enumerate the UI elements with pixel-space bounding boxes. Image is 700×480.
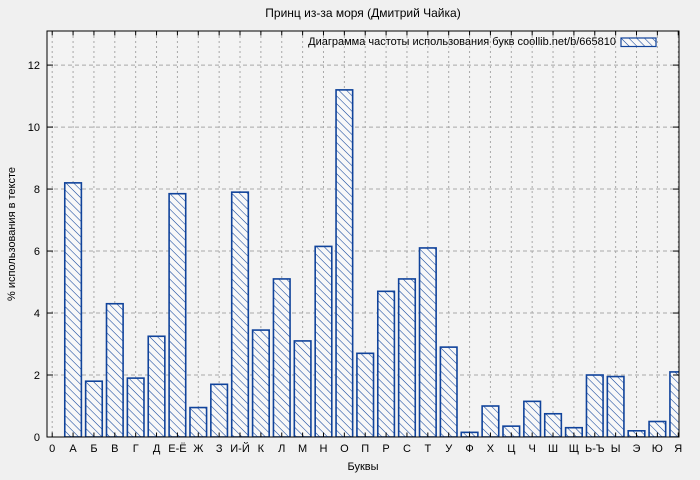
x-tick-label: Р (382, 443, 389, 455)
x-tick-label: Ч (528, 443, 535, 455)
chart-title: Принц из-за моря (Дмитрий Чайка) (265, 6, 460, 20)
x-tick-label: Г (133, 443, 139, 455)
bar-Н (314, 245, 333, 437)
x-tick-label: Э (633, 443, 641, 455)
legend-swatch-icon (620, 37, 657, 48)
x-tick-label: Л (278, 443, 285, 455)
bar-У (439, 346, 458, 437)
x-tick-label: Н (320, 443, 328, 455)
x-tick-label: Т (424, 443, 431, 455)
bar-Х (481, 405, 500, 437)
x-tick-label: Я (674, 443, 682, 455)
bar-Е-Ё (168, 192, 187, 437)
plot-border (46, 30, 680, 438)
y-tick-label: 2 (34, 370, 40, 382)
x-tick-label: П (361, 443, 369, 455)
bar-М (293, 340, 312, 437)
x-tick-label: Х (487, 443, 495, 455)
x-tick-label: И-Й (230, 442, 249, 455)
bar-Д (147, 335, 166, 437)
bar-Щ (564, 426, 583, 437)
y-tick-label: 6 (34, 246, 40, 258)
bar-П (356, 352, 375, 437)
legend-label: Диаграмма частоты использования букв coo… (308, 36, 616, 48)
x-tick-label: С (403, 443, 411, 455)
x-tick-label: Д (153, 443, 161, 455)
x-tick-label: Ь-Ъ (585, 443, 605, 455)
bar-О (335, 89, 354, 437)
x-tick-label: О (340, 443, 349, 455)
y-axis-label: % использования в тексте (6, 167, 18, 301)
bar-Ь-Ъ (585, 374, 604, 437)
x-tick-labels: 0 А Б В Г Д Е-Ё Ж З И-Й К Л М Н О П Р С Т У Ф Х Ц Ч Ш Щ Ь-Ъ Ы Э Ю Я (49, 442, 682, 455)
y-tick-labels: 0 2 4 6 8 10 12 (28, 60, 40, 444)
x-tick-label: Ю (652, 443, 663, 455)
y-tick-label: 4 (34, 308, 40, 320)
axis-ticks (47, 31, 679, 438)
x-tick-label: Щ (569, 443, 579, 455)
bar-З (210, 383, 229, 437)
bar-А (63, 182, 83, 437)
x-tick-label: Ф (465, 443, 473, 455)
x-tick-label: У (445, 443, 453, 455)
bar-Ы (606, 375, 625, 437)
y-tick-label: 0 (34, 432, 40, 444)
x-tick-label: Ш (548, 443, 558, 455)
x-tick-label: А (69, 443, 77, 455)
bar-Ц (502, 425, 521, 437)
bar-Р (376, 290, 396, 437)
x-tick-label: В (111, 443, 118, 455)
x-tick-label: М (298, 443, 307, 455)
bar-В (105, 302, 124, 437)
bar-Ч (523, 400, 542, 437)
bar-Ш (543, 412, 563, 437)
bar-К (251, 329, 270, 437)
bar-Т (418, 247, 437, 437)
x-tick-label: З (216, 443, 223, 455)
y-tick-label: 12 (28, 60, 40, 72)
y-tick-label: 10 (28, 122, 40, 134)
bar-Б (84, 380, 104, 437)
x-tick-label: Ц (507, 443, 515, 455)
x-tick-label: К (258, 443, 265, 455)
x-tick-label: Б (90, 443, 97, 455)
x-axis-label: Буквы (347, 461, 378, 473)
bar-И-Й (230, 191, 250, 437)
y-tick-label: 8 (34, 184, 40, 196)
x-tick-label: Е-Ё (168, 443, 186, 455)
bar-Л (272, 278, 291, 437)
bar-Г (126, 377, 145, 437)
bar-С (397, 278, 417, 437)
x-tick-label: Ж (193, 443, 203, 455)
x-tick-label: 0 (49, 443, 55, 455)
x-tick-label: Ы (611, 443, 621, 455)
